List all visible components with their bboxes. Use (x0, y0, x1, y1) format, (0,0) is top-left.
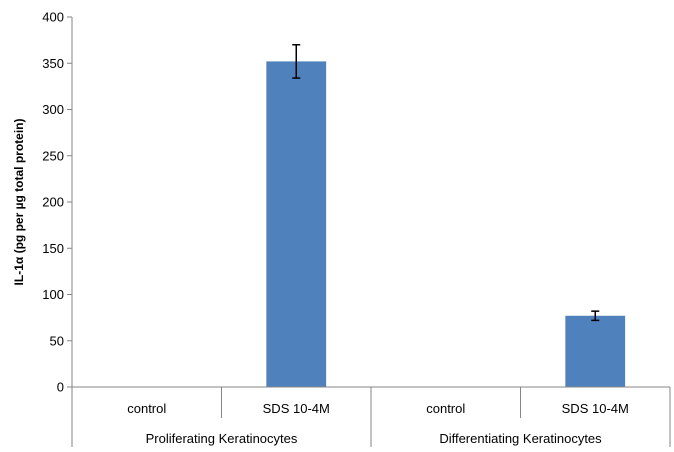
y-tick-label: 300 (42, 102, 64, 117)
group-label: Proliferating Keratinocytes (146, 431, 298, 446)
bar (565, 315, 626, 387)
y-tick-label: 150 (42, 241, 64, 256)
category-label: control (426, 401, 465, 416)
y-tick-label: 100 (42, 287, 64, 302)
y-tick-label: 0 (57, 380, 64, 395)
y-tick-label: 250 (42, 148, 64, 163)
category-label: SDS 10-4M (263, 401, 330, 416)
y-tick-label: 200 (42, 195, 64, 210)
y-tick-label: 50 (50, 333, 64, 348)
bar (266, 61, 327, 388)
category-label: SDS 10-4M (562, 401, 629, 416)
y-axis-title: IL-1α (pg per µg total protein) (12, 119, 26, 286)
group-label: Differentiating Keratinocytes (439, 431, 602, 446)
y-tick-label: 350 (42, 56, 64, 71)
bars (142, 44, 626, 388)
category-label: control (127, 401, 166, 416)
y-tick-label: 400 (42, 10, 64, 25)
y-axis: 0 50 100 150 200 250 300 350 400 (42, 10, 73, 447)
x-axis: control SDS 10-4M control SDS 10-4M Prolifer… (72, 386, 671, 447)
